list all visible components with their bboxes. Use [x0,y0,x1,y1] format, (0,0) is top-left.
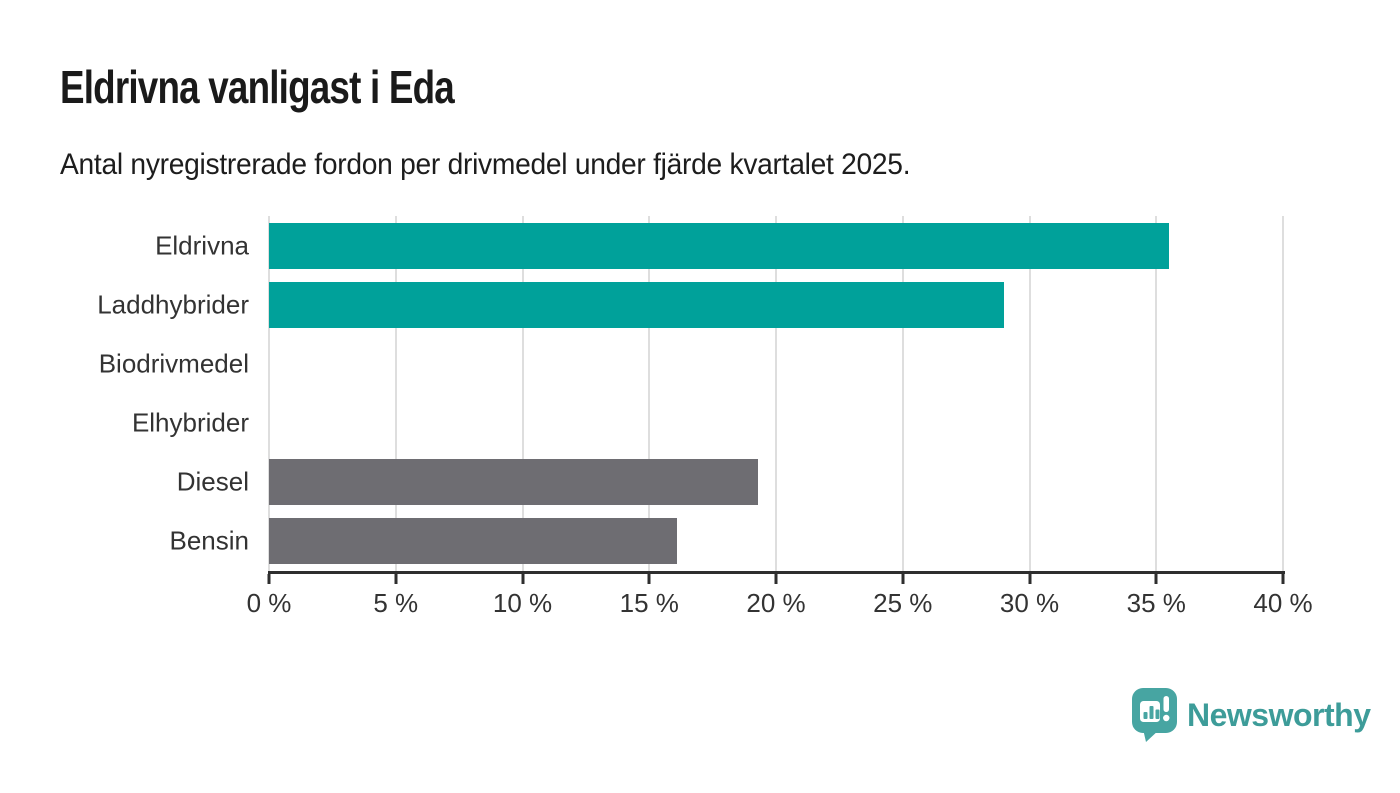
gridline [1028,216,1031,571]
bar-bensin [269,518,678,565]
category-label-elhybrider: Elhybrider [131,407,249,438]
gridline [521,216,524,571]
x-axis-tick-label: 15 % [619,588,679,618]
chart-row-diesel: Diesel [177,453,1283,512]
category-label-eldrivna: Eldrivna [155,230,249,261]
category-label-laddhybrider: Laddhybrider [97,289,249,320]
chart-row-bensin: Bensin [170,512,1283,571]
x-axis-tick [267,574,271,584]
newsworthy-logo-icon [1132,688,1177,742]
x-axis-tick-label: 20 % [746,588,806,618]
x-axis-tick-label: 30 % [999,588,1060,618]
chart-subtitle: Antal nyregistrerade fordon per drivmede… [60,148,911,181]
x-axis-tick [774,574,778,584]
bar-eldrivna [269,222,1169,269]
category-label-biodrivmedel: Biodrivmedel [98,348,249,379]
chart-row-laddhybrider: Laddhybrider [97,275,1283,334]
category-label-bensin: Bensin [169,525,250,556]
x-axis-tick [901,574,905,584]
bar-laddhybrider [269,281,1005,328]
gridline [775,216,777,571]
gridline [268,216,270,571]
chart-row-biodrivmedel: Biodrivmedel [99,334,1283,393]
gridline [394,216,397,571]
x-axis-tick [521,574,524,584]
x-axis-tick-label: 10 % [492,588,553,618]
x-axis-tick [1028,574,1031,584]
gridline [648,216,651,571]
x-axis-tick-label: 40 % [1253,588,1313,618]
plot-area: Eldrivna Laddhybrider Biodrivmedel Elhybrid… [97,216,1284,571]
x-axis-tick [1154,574,1158,584]
x-axis-tick-label: 35 % [1126,588,1186,618]
grid-layer [268,216,1284,571]
x-axis-tick-label: 0 % [246,588,292,618]
chart-rows: Eldrivna Laddhybrider Biodrivmedel Elhybrid… [97,216,1283,571]
newsworthy-brand-link[interactable]: Newsworthy [1132,688,1371,742]
gridline [1155,216,1158,571]
x-axis-tick-label: 5 % [373,588,419,618]
category-label-diesel: Diesel [176,466,249,497]
x-axis: 0 % 5 % 10 % 15 % 20 % 25 % 30 % 35 % 40 % [247,571,1313,631]
chart-row-elhybrider: Elhybrider [132,394,1283,453]
x-axis-line [268,571,1285,574]
x-axis-tick [394,574,398,584]
gridline [1282,216,1284,571]
brand-name: Newsworthy [1187,696,1371,733]
gridline [901,216,904,571]
bar-diesel [269,459,759,506]
x-axis-tick [647,574,651,584]
x-axis-tick [1281,574,1285,584]
chart-title: Eldrivna vanligast i Eda [60,61,455,113]
x-axis-tick-label: 25 % [873,588,933,618]
chart-row-eldrivna: Eldrivna [155,216,1283,275]
